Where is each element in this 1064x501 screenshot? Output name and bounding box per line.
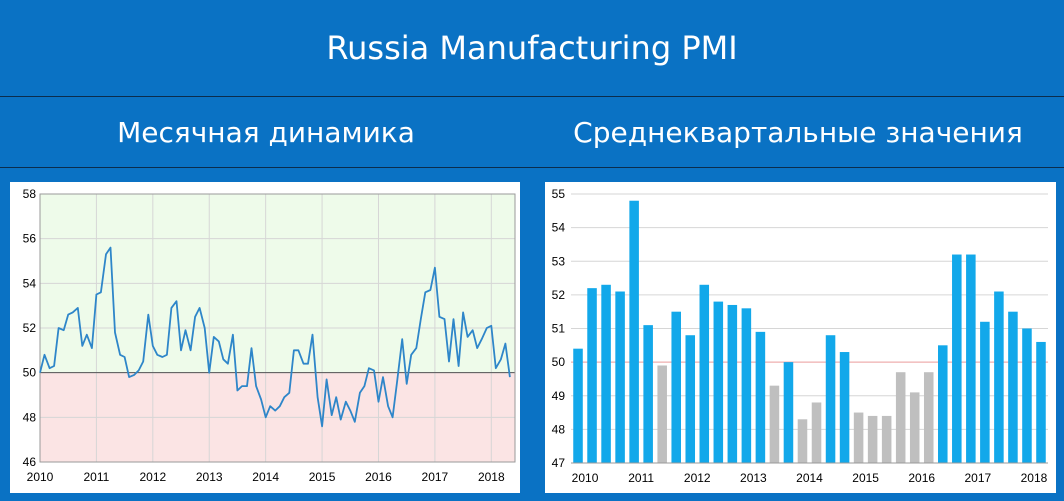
y-tick-label: 49 [552,389,566,403]
right-subtitle: Среднеквартальные значения [573,115,1023,149]
quarter-bar [867,415,878,463]
y-tick-label: 54 [552,221,566,235]
x-tick-label: 2016 [908,471,935,485]
x-tick-label: 2014 [796,471,823,485]
quarter-bar [685,335,696,463]
quarter-bar [909,392,920,463]
quarter-bar [839,352,850,463]
quarter-bar [797,419,808,463]
subtitle-divider [0,167,1064,168]
quarter-bar [713,301,724,463]
bar-chart-panel: 47 48 49 50 51 52 53 54 55 2010 2011 2012 2013 2014 20… [545,182,1056,493]
x-tick-label: 2015 [852,471,879,485]
quarter-bar [825,335,836,463]
left-subtitle: Месячная динамика [117,115,415,149]
quarter-bar [994,291,1004,463]
y-tick-label: 58 [23,187,37,201]
y-tick-label: 46 [23,455,37,469]
quarter-bar [966,254,976,463]
monthly-line-chart: 46 48 50 52 54 56 58 2010 2011 2012 2013 2014 2015 20… [23,187,516,484]
quarter-bar [671,311,681,463]
quarter-bar [881,415,892,463]
x-tick-label: 2017 [422,470,449,484]
line-chart-panel: 46 48 50 52 54 56 58 2010 2011 2012 2013 2014 2015 20… [10,182,520,493]
quarter-bar [573,348,583,463]
plot-frame [39,193,516,463]
quarter-bar [755,331,766,463]
y-tick-label: 47 [552,456,566,470]
quarter-bar [783,362,794,463]
x-tick-label: 2010 [27,470,54,484]
header-divider [0,96,1064,97]
page-title: Russia Manufacturing PMI [326,29,738,67]
x-tick-label: 2017 [965,471,992,485]
y-tick-label: 55 [552,187,566,201]
x-tick-label: 2016 [365,470,392,484]
quarter-bar [699,284,710,463]
quarter-bar [727,304,738,463]
x-tick-label: 2012 [684,471,711,485]
x-tick-label: 2013 [740,471,767,485]
quarter-bar [629,200,639,463]
quarter-bar [938,345,948,463]
y-tick-label: 54 [23,276,37,290]
quarter-bar [1008,311,1018,463]
x-tick-label: 2014 [252,470,279,484]
quarter-bar [980,321,990,463]
header: Russia Manufacturing PMI [0,0,1064,96]
x-tick-label: 2011 [84,470,110,484]
quarter-bar [895,372,906,463]
y-tick-label: 51 [552,322,566,336]
x-tick-label: 2010 [572,471,599,485]
quarter-bar [643,325,653,463]
x-tick-label: 2018 [1021,471,1048,485]
y-tick-label: 53 [552,254,566,268]
x-tick-label: 2015 [309,470,336,484]
quarter-bar [1022,328,1032,463]
y-tick-label: 48 [552,422,566,436]
quarterly-bar-chart: 47 48 49 50 51 52 53 54 55 2010 2011 2012 2013 2014 20… [552,187,1048,485]
quarter-bar [601,284,611,463]
quarter-bar [587,288,597,463]
quarter-bar [811,402,822,463]
x-tick-label: 2011 [628,471,654,485]
y-tick-label: 52 [23,321,37,335]
quarter-bar [769,385,780,463]
quarter-bar [615,291,625,463]
x-tick-label: 2012 [139,470,166,484]
quarter-bar [952,254,962,463]
x-tick-label: 2013 [196,470,223,484]
pmi-series-line [39,246,511,428]
quarter-bar [741,308,752,463]
y-tick-label: 56 [23,232,37,246]
y-tick-label: 50 [23,366,37,380]
y-tick-label: 52 [552,288,566,302]
quarter-bar [1036,341,1046,463]
quarter-bar [657,365,667,463]
x-tick-label: 2018 [478,470,505,484]
y-tick-label: 50 [552,355,566,369]
quarter-bar [923,372,934,463]
y-tick-label: 48 [23,410,37,424]
quarter-bar [853,412,864,463]
